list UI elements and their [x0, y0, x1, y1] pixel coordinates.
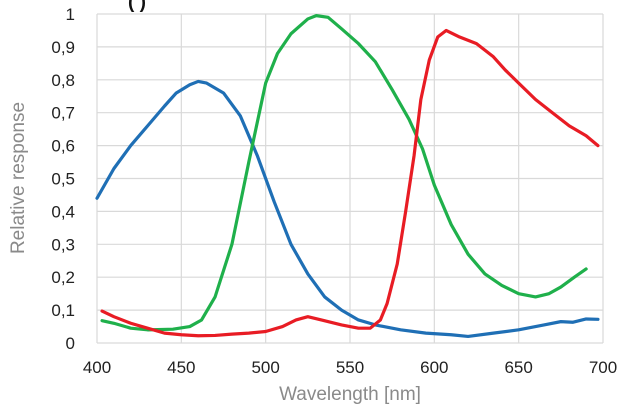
grid-layer	[96, 13, 604, 344]
x-tick-label: 650	[504, 358, 532, 377]
y-tick-label: 0,1	[51, 301, 75, 320]
cropped-title-text: ( )	[128, 0, 146, 13]
y-axis-title: Relative response	[8, 102, 29, 254]
series-layer	[95, 14, 600, 339]
x-tick-label: 500	[251, 358, 279, 377]
x-axis-title: Wavelength [nm]	[279, 384, 421, 405]
series-line-2	[100, 28, 600, 338]
y-tick-label: 1	[66, 5, 75, 24]
x-tick-label: 450	[167, 358, 195, 377]
y-tick-label: 0,5	[51, 170, 75, 189]
x-tick-label: 600	[420, 358, 448, 377]
x-tick-label: 550	[336, 358, 364, 377]
series-line-1	[100, 14, 588, 332]
y-tick-label: 0,6	[51, 137, 75, 156]
y-tick-label: 0,9	[51, 38, 75, 57]
y-tick-label: 0,4	[51, 202, 75, 221]
y-tick-label: 0,7	[51, 104, 75, 123]
y-tick-label: 0,3	[51, 235, 75, 254]
y-tick-labels: 0 0,1 0,2 0,3 0,4 0,5 0,6 0,7 0,8 0,9 1	[51, 5, 75, 353]
series-line-0	[95, 79, 600, 339]
x-tick-label: 700	[589, 358, 617, 377]
y-tick-label: 0,8	[51, 71, 75, 90]
y-tick-label: 0	[66, 334, 75, 353]
y-tick-label: 0,2	[51, 268, 75, 287]
x-tick-labels: 400 450 500 550 600 650 700	[83, 358, 617, 377]
x-tick-label: 400	[83, 358, 111, 377]
